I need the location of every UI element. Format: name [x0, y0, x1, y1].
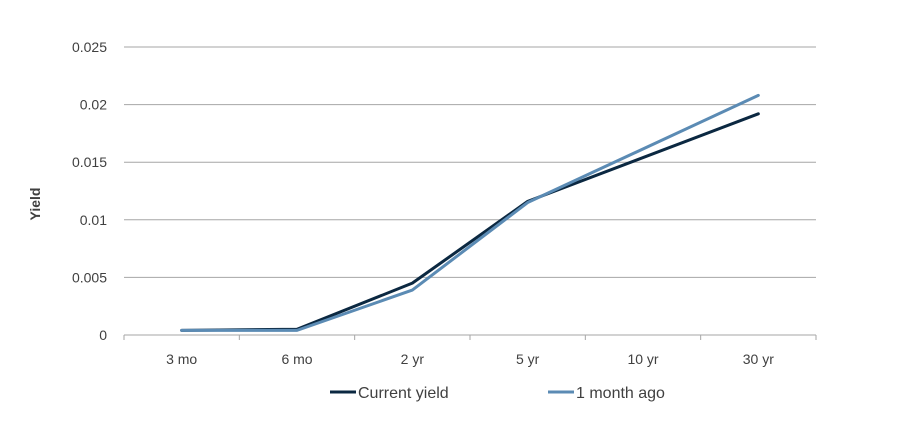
- series-line-one-month-ago: [180, 93, 760, 332]
- gridlines: [124, 46, 816, 336]
- x-axis-ticks: 3 mo 6 mo 2 yr 5 yr 10 yr 30 yr: [123, 335, 817, 367]
- legend-label: 1 month ago: [576, 385, 665, 402]
- legend: Current yield 1 month ago: [330, 385, 665, 402]
- y-tick-label: 0.015: [72, 154, 107, 170]
- legend-label: Current yield: [358, 385, 449, 402]
- y-axis-title: Yield: [27, 188, 43, 221]
- y-tick-label: 0: [99, 327, 107, 343]
- x-tick-label: 30 yr: [743, 351, 774, 367]
- y-tick-label: 0.005: [72, 269, 107, 285]
- y-axis-ticks: 0 0.005 0.01 0.015 0.02 0.025: [72, 39, 107, 343]
- x-tick-label: 3 mo: [166, 351, 197, 367]
- y-tick-label: 0.01: [80, 212, 107, 228]
- series-line-current-yield: [180, 112, 760, 332]
- x-tick-label: 6 mo: [281, 351, 312, 367]
- y-tick-label: 0.02: [80, 97, 107, 113]
- x-tick-label: 5 yr: [516, 351, 540, 367]
- series-lines: [180, 93, 760, 332]
- y-tick-label: 0.025: [72, 39, 107, 55]
- x-tick-label: 10 yr: [627, 351, 658, 367]
- x-tick-label: 2 yr: [401, 351, 425, 367]
